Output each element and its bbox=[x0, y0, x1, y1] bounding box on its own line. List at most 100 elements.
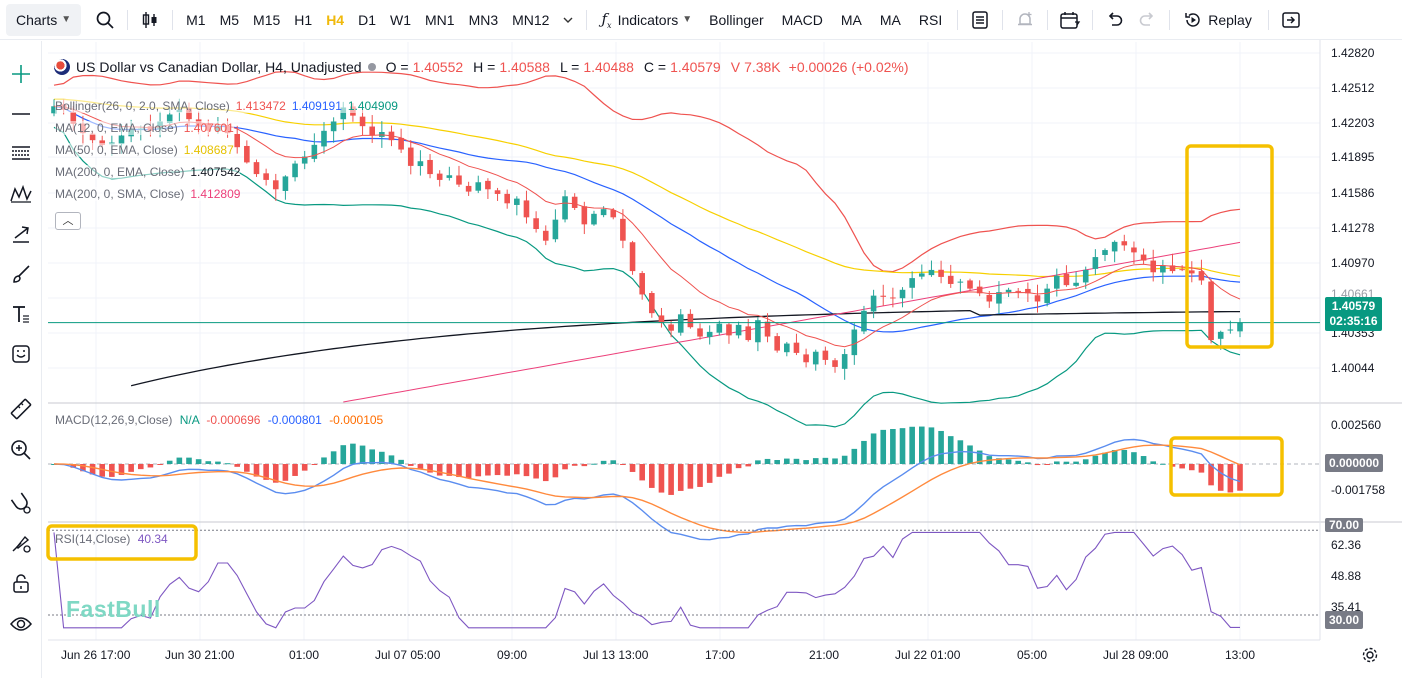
candle-bullish bbox=[166, 114, 173, 123]
indicator-legend-1[interactable]: MA(12, 0, EMA, Close) 1.407601 bbox=[55, 121, 234, 135]
macd-histogram-bar bbox=[301, 464, 308, 471]
macd-histogram-bar bbox=[803, 460, 809, 464]
candle-bullish bbox=[1082, 269, 1089, 283]
interval-d1[interactable]: D1 bbox=[358, 11, 376, 28]
candle-bearish bbox=[745, 326, 752, 341]
stay-drawing-icon[interactable] bbox=[5, 527, 37, 559]
candle-bullish bbox=[928, 269, 935, 276]
interval-m1[interactable]: M1 bbox=[186, 11, 206, 28]
indicator-name: Bollinger(26, 0, 2.0, SMA, Close) bbox=[55, 99, 230, 113]
candle-bearish bbox=[1063, 273, 1070, 286]
quick-indicator-ma-3[interactable]: MA bbox=[879, 11, 901, 28]
price-axis-label: 1.42820 bbox=[1331, 46, 1375, 60]
pattern-icon[interactable] bbox=[5, 178, 37, 210]
interval-mn12[interactable]: MN12 bbox=[512, 11, 550, 28]
candle-bearish bbox=[1131, 247, 1137, 253]
candle-bullish bbox=[909, 278, 915, 288]
macd-histogram-bar bbox=[80, 464, 86, 472]
candle-bullish bbox=[118, 135, 125, 145]
indicator-value: 1.413472 bbox=[235, 99, 286, 113]
indicator-legend-4[interactable]: MA(200, 0, SMA, Close) 1.412809 bbox=[55, 187, 241, 201]
alert-icon[interactable] bbox=[1009, 4, 1041, 36]
last-price-tag: 1.40579 02:35:16 bbox=[1325, 297, 1382, 331]
text-icon[interactable] bbox=[5, 298, 37, 330]
candle-bullish bbox=[841, 354, 848, 369]
brush-icon[interactable] bbox=[5, 258, 37, 290]
candle-bullish bbox=[292, 163, 298, 178]
interval-w1[interactable]: W1 bbox=[390, 11, 411, 28]
eye-icon[interactable] bbox=[5, 608, 37, 640]
quick-indicator-macd-1[interactable]: MACD bbox=[781, 11, 823, 28]
settings-icon[interactable] bbox=[1361, 646, 1379, 669]
redo-icon[interactable] bbox=[1131, 4, 1163, 36]
macd-histogram-bar bbox=[272, 464, 279, 483]
interval-mn1[interactable]: MN1 bbox=[425, 11, 455, 28]
line-icon[interactable] bbox=[5, 98, 37, 130]
macd-signal-line bbox=[53, 444, 1241, 534]
fib-icon[interactable] bbox=[5, 137, 37, 169]
indicator-name: MA(200, 0, EMA, Close) bbox=[55, 165, 185, 179]
candles-icon[interactable] bbox=[134, 4, 166, 36]
macd-histogram-bar bbox=[1150, 461, 1157, 464]
candle-bearish bbox=[1188, 270, 1195, 274]
price-axis-label: 1.40044 bbox=[1331, 361, 1375, 375]
fullscreen-icon[interactable] bbox=[1275, 4, 1307, 36]
indicator-value: 1.407542 bbox=[190, 165, 241, 179]
undo-icon[interactable] bbox=[1099, 4, 1131, 36]
macd-histogram-bar bbox=[600, 460, 607, 464]
macd-histogram-bar bbox=[1217, 464, 1224, 491]
time-axis-label: 05:00 bbox=[1017, 648, 1048, 662]
candle-bearish bbox=[427, 159, 433, 175]
interval-chevron-down-icon[interactable] bbox=[556, 4, 580, 36]
interval-m15[interactable]: M15 bbox=[253, 11, 281, 28]
crosshair-icon[interactable] bbox=[5, 58, 37, 90]
indicator-value: 1.408687 bbox=[183, 143, 234, 157]
collapse-legend-button[interactable]: ︿ bbox=[55, 212, 81, 230]
indicator-legend-2[interactable]: MA(50, 0, EMA, Close) 1.408687 bbox=[55, 143, 234, 157]
macd-histogram-bar bbox=[562, 464, 568, 470]
candle-bearish bbox=[504, 193, 510, 204]
charts-menu-button[interactable]: Charts ▼ bbox=[6, 3, 82, 36]
macd-histogram-bar bbox=[388, 455, 395, 464]
macd-histogram-bar bbox=[706, 464, 713, 483]
lock-icon[interactable] bbox=[5, 567, 37, 599]
candle-bearish bbox=[494, 190, 501, 194]
replay-button[interactable]: Replay bbox=[1176, 4, 1260, 36]
macd-histogram-bar bbox=[99, 464, 106, 477]
candle-bearish bbox=[687, 313, 694, 328]
interval-m5[interactable]: M5 bbox=[219, 11, 240, 28]
macd-histogram-bar bbox=[109, 464, 115, 477]
high-value: 1.40588 bbox=[499, 59, 550, 75]
close-value: 1.40579 bbox=[670, 59, 721, 75]
emoji-icon[interactable] bbox=[5, 338, 37, 370]
candle-bearish bbox=[234, 133, 241, 148]
magnet-icon[interactable] bbox=[5, 487, 37, 519]
interval-h4[interactable]: H4 bbox=[326, 11, 345, 28]
quick-indicator-bollinger-0[interactable]: Bollinger bbox=[709, 11, 764, 28]
quick-indicator-ma-2[interactable]: MA bbox=[840, 11, 862, 28]
template-icon[interactable] bbox=[964, 4, 996, 36]
ruler-icon[interactable] bbox=[5, 393, 37, 425]
close-label: C = bbox=[643, 59, 667, 75]
candle-bullish bbox=[706, 331, 713, 338]
zoom-icon[interactable] bbox=[5, 434, 37, 466]
chevron-down-icon: ▼ bbox=[61, 14, 72, 25]
candle-bullish bbox=[899, 289, 906, 299]
function-icon: ƒx bbox=[601, 9, 612, 30]
search-icon[interactable] bbox=[89, 4, 121, 36]
interval-h1[interactable]: H1 bbox=[294, 11, 313, 28]
macd-histogram-bar bbox=[880, 429, 887, 464]
drawing-toolbar bbox=[0, 41, 42, 678]
indicator-legend-3[interactable]: MA(200, 0, EMA, Close) 1.407542 bbox=[55, 165, 241, 179]
candle-bullish bbox=[735, 324, 742, 336]
indicators-button[interactable]: ƒx Indicators ▼ bbox=[593, 4, 700, 36]
indicator-legend-0[interactable]: Bollinger(26, 0, 2.0, SMA, Close) 1.41347… bbox=[55, 99, 398, 113]
calendar-icon[interactable] bbox=[1054, 4, 1086, 36]
candle-bearish bbox=[253, 162, 260, 175]
interval-mn3[interactable]: MN3 bbox=[468, 11, 499, 28]
macd-histogram-bar bbox=[321, 457, 327, 464]
quick-indicator-rsi-4[interactable]: RSI bbox=[918, 11, 943, 28]
arrow-tool-icon[interactable] bbox=[5, 218, 37, 250]
candle-bullish bbox=[1044, 288, 1050, 304]
